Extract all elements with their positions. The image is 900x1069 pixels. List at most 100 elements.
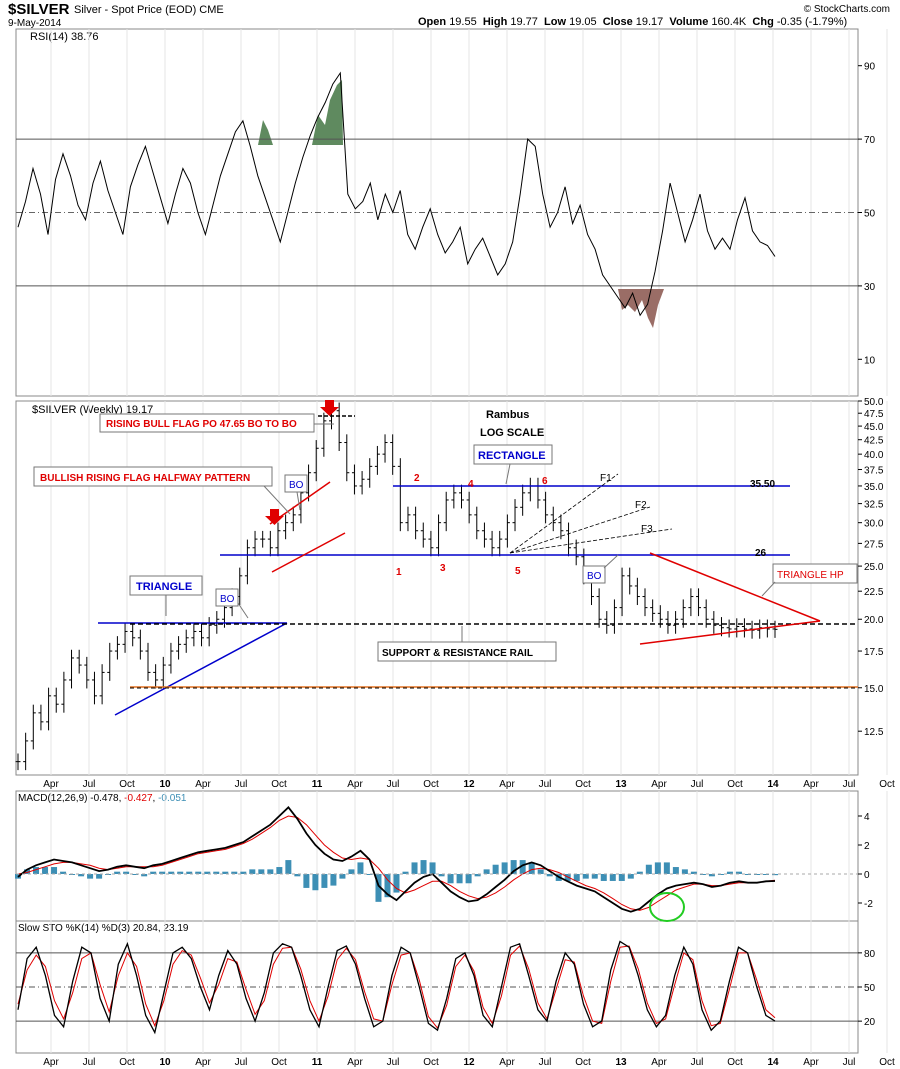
pivot-6-label: 6 xyxy=(542,476,548,487)
level-35-50-label: 35.50 xyxy=(750,479,775,490)
chart-date: 9-May-2014 xyxy=(8,18,62,29)
macd-hist-bar-13 xyxy=(132,874,139,875)
macd-hist-bar-27 xyxy=(258,869,265,874)
macd-hist-bar-59 xyxy=(546,874,553,877)
macd-hist-bar-69 xyxy=(636,871,643,874)
pivot-4-label: 4 xyxy=(468,479,474,490)
macd-hist-bar-71 xyxy=(654,862,661,874)
rsi-y-axis: 90 70 50 30 10 xyxy=(858,62,876,366)
stoch-x-label-12: Apr xyxy=(499,1057,515,1068)
macd-hist-bar-39 xyxy=(366,874,373,875)
macd-hist-bar-42 xyxy=(393,874,400,893)
macd-hist-bar-83 xyxy=(762,874,769,875)
macd-hist-bar-68 xyxy=(627,874,634,879)
stoch-x-label-21: Jul xyxy=(843,1057,856,1068)
macd-hist-bar-20 xyxy=(195,871,202,874)
macd-hist-bar-66 xyxy=(609,874,616,881)
macd-hist-bar-25 xyxy=(240,871,247,874)
flag-pointer xyxy=(263,485,291,515)
rsi-tick-label-2: 50 xyxy=(864,209,876,220)
macd-series xyxy=(17,805,776,913)
macd-tick-label-2: 0 xyxy=(864,870,870,881)
macd-hist-bar-28 xyxy=(267,869,274,874)
stockcharts-credit: © StockCharts.com xyxy=(803,4,890,15)
stoch-x-label-9: Jul xyxy=(387,1057,400,1068)
macd-hist-bar-21 xyxy=(204,871,211,874)
stoch-x-label-13: Jul xyxy=(539,1057,552,1068)
macd-legend-signal: -0.427 xyxy=(124,793,153,804)
bo-box-2: BO xyxy=(215,588,239,607)
stoch-x-label-16: Apr xyxy=(651,1057,667,1068)
price-tick-label-14: 15.0 xyxy=(864,684,884,695)
price-x-label-6: Oct xyxy=(271,779,287,790)
macd-hist-bar-16 xyxy=(159,871,166,874)
stoch-x-label-11: 12 xyxy=(463,1057,475,1068)
symbol-subtitle: Silver - Spot Price (EOD) CME xyxy=(74,4,224,16)
fan-line-f2 xyxy=(509,506,651,554)
rsi-oversold-fill xyxy=(618,289,664,328)
price-tick-label-11: 22.5 xyxy=(864,587,884,598)
fan-line-f3 xyxy=(509,528,673,554)
price-x-label-19: 14 xyxy=(767,779,779,790)
triangle-bottom-line xyxy=(114,622,288,716)
price-tick-label-2: 45.0 xyxy=(864,422,884,433)
price-x-label-14: Oct xyxy=(575,779,591,790)
macd-hist-bar-7 xyxy=(78,874,85,877)
price-series xyxy=(15,402,778,771)
price-x-label-9: Jul xyxy=(387,779,400,790)
macd-hist-bar-32 xyxy=(303,874,310,888)
triangle-hp-top xyxy=(649,552,821,622)
price-x-label-13: Jul xyxy=(539,779,552,790)
triangle-box: TRIANGLE xyxy=(129,575,203,596)
macd-hist-bar-5 xyxy=(60,871,67,874)
x-gridlines xyxy=(50,29,888,1053)
flag-bottom-line xyxy=(271,532,346,573)
macd-signal-line xyxy=(17,815,776,911)
bo-text-1: BO xyxy=(289,480,304,491)
price-x-label-7: 11 xyxy=(312,779,323,790)
macd-hist-bar-62 xyxy=(573,874,580,881)
macd-hist-bar-77 xyxy=(708,874,715,877)
bo-box-3: BO xyxy=(582,565,606,584)
macd-tick-label-0: 4 xyxy=(864,812,870,823)
macd-crossover-circle xyxy=(649,892,685,922)
bullish-rising-flag-text: BULLISH RISING FLAG HALFWAY PATTERN xyxy=(40,473,250,484)
price-x-label-16: Apr xyxy=(651,779,667,790)
rambus-label: Rambus xyxy=(486,409,529,421)
macd-hist-bar-61 xyxy=(564,874,571,881)
fan-f3-label: F3 xyxy=(641,524,653,535)
price-x-label-3: 10 xyxy=(159,779,171,790)
pivot-5-label: 5 xyxy=(515,566,521,577)
macd-hist-bar-53 xyxy=(492,864,499,874)
stoch-x-label-1: Jul xyxy=(83,1057,96,1068)
macd-hist-bar-75 xyxy=(690,871,697,874)
price-tick-label-8: 30.0 xyxy=(864,519,884,530)
macd-hist-bar-2 xyxy=(33,867,40,874)
red-arrow-down-icon-2 xyxy=(320,400,339,416)
macd-hist-bar-52 xyxy=(483,869,490,874)
macd-hist-bar-41 xyxy=(384,874,391,898)
macd-hist-bar-84 xyxy=(772,874,778,876)
price-x-label-8: Apr xyxy=(347,779,363,790)
macd-hist-bar-44 xyxy=(411,862,418,874)
rising-bull-flag-box: RISING BULL FLAG PO 47.65 BO TO BO xyxy=(99,413,315,433)
macd-hist-bar-36 xyxy=(339,874,346,879)
bo3-pointer xyxy=(603,554,619,569)
macd-hist-bar-80 xyxy=(735,871,742,874)
macd-panel xyxy=(15,790,859,922)
stoch-x-label-10: Oct xyxy=(423,1057,439,1068)
macd-hist-bar-34 xyxy=(321,874,328,888)
macd-legend: MACD(12,26,9) -0.478, -0.427, -0.051 xyxy=(18,793,187,804)
price-tick-label-3: 42.5 xyxy=(864,436,884,447)
macd-hist-bar-31 xyxy=(294,874,301,877)
macd-hist-bar-24 xyxy=(231,871,238,874)
macd-tick-label-3: -2 xyxy=(864,899,873,910)
bo-text-2: BO xyxy=(220,594,235,605)
price-tick-label-12: 20.0 xyxy=(864,615,884,626)
high-value: 19.77 xyxy=(510,16,538,28)
stoch-x-label-4: Apr xyxy=(195,1057,211,1068)
stoch-k-line xyxy=(17,940,776,1035)
stoch-tick-label-1: 50 xyxy=(864,983,876,994)
price-tick-label-1: 47.5 xyxy=(864,409,884,420)
